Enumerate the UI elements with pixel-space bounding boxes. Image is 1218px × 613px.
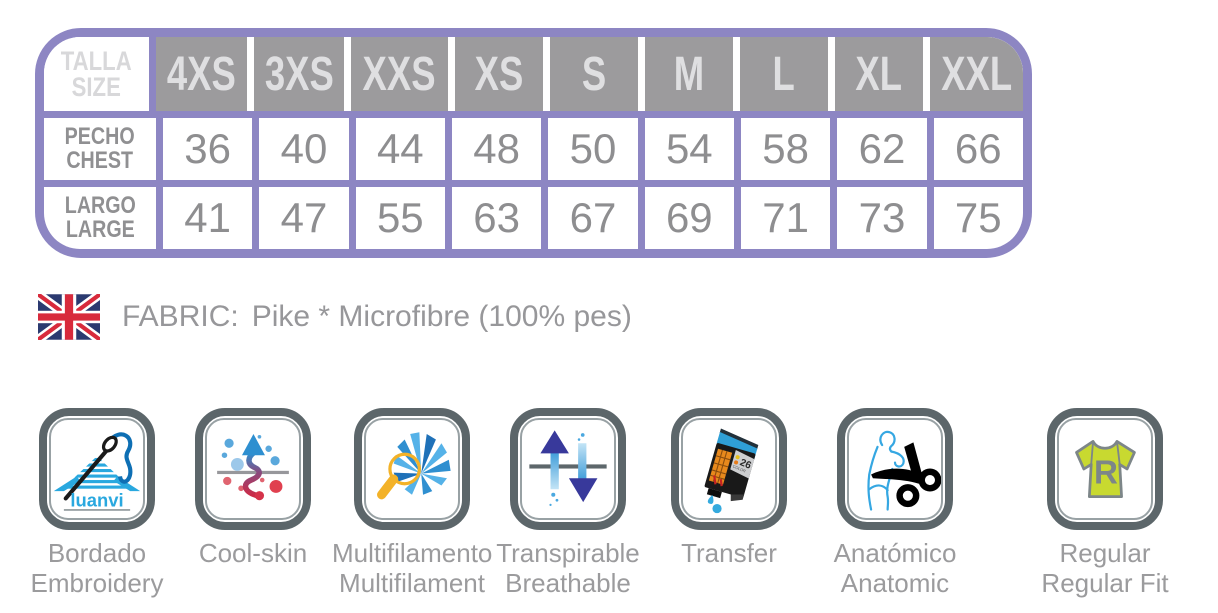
size-header-4xs: 4XS — [156, 37, 247, 111]
corner-label: TALLA SIZE — [61, 45, 132, 102]
feature-regular-fit: R Regular Regular Fit — [1025, 408, 1185, 598]
feature-label: Cool-skin — [198, 538, 308, 568]
size-header-xs: XS — [454, 37, 543, 111]
length-label-en: LARGE — [65, 216, 135, 243]
length-value: 73 — [837, 187, 927, 249]
feature-embroidery: luanvi Bordado Embroidery — [17, 408, 177, 598]
anatomic-scissors-icon — [837, 408, 953, 530]
chest-row-label-cell: PECHO CHEST — [44, 118, 156, 180]
shirt-r-letter: R — [1094, 455, 1118, 492]
feature-label: Transpirable Breathable — [496, 538, 640, 599]
chest-value: 58 — [740, 118, 831, 180]
length-value: 47 — [259, 187, 349, 249]
regular-fit-shirt-icon: R — [1047, 408, 1163, 530]
length-value: 71 — [740, 187, 831, 249]
length-row-label: LARGO LARGE — [64, 194, 135, 241]
chest-value: 54 — [644, 118, 734, 180]
size-header-l: L — [739, 37, 828, 111]
size-header-s: S — [549, 37, 638, 111]
length-row: LARGO LARGE 41 47 55 63 67 69 71 73 75 — [44, 187, 1023, 249]
chest-value: 36 — [163, 118, 253, 180]
table-header-row: TALLA SIZE 4XS 3XS XXS XS S M L XL XXL — [44, 37, 1023, 111]
length-value: 67 — [548, 187, 638, 249]
length-value: 69 — [644, 187, 734, 249]
size-header-xl: XL — [834, 37, 923, 111]
size-chart-table-inner: TALLA SIZE 4XS 3XS XXS XS S M L XL XXL — [44, 37, 1023, 249]
table-corner-cell: TALLA SIZE — [44, 37, 156, 111]
feature-label: Multifilamento Multifilament — [332, 538, 493, 599]
feature-anatomic: Anatómico Anatomic — [815, 408, 975, 598]
transfer-ink-cartridge-icon: 26 COLOR — [671, 408, 787, 530]
chest-value: 62 — [837, 118, 927, 180]
cartridge-color-text: COLOR — [732, 465, 746, 474]
embroidery-needle-icon: luanvi — [39, 408, 155, 530]
chest-row: PECHO CHEST 36 40 44 48 50 54 58 62 66 — [44, 118, 1023, 180]
cool-skin-icon — [195, 408, 311, 530]
corner-label-es: TALLA — [61, 45, 132, 76]
length-label-es: LARGO — [64, 192, 136, 220]
feature-label: Transfer — [681, 538, 777, 568]
feature-label: Regular Regular Fit — [1041, 538, 1169, 599]
chest-value: 66 — [933, 118, 1023, 180]
chest-label-es: PECHO — [64, 123, 135, 151]
cartridge-number-text: 26 — [738, 457, 753, 472]
feature-transfer: 26 COLOR Transfer — [649, 408, 809, 568]
size-header-xxs: XXS — [351, 37, 448, 111]
length-row-label-cell: LARGO LARGE — [44, 187, 156, 249]
uk-flag-icon — [38, 294, 100, 340]
fabric-value: Pike * Microfibre (100% pes) — [251, 300, 632, 333]
chest-value: 40 — [259, 118, 349, 180]
chest-row-label: PECHO CHEST — [65, 125, 135, 172]
feature-label: Anatómico Anatomic — [833, 538, 957, 599]
size-header-xxl: XXL — [929, 37, 1023, 111]
length-value: 63 — [451, 187, 542, 249]
multifilament-magnifier-icon — [354, 408, 470, 530]
size-chart-table: TALLA SIZE 4XS 3XS XXS XS S M L XL XXL — [35, 28, 1032, 258]
feature-icons-row: luanvi Bordado Embroidery — [0, 408, 1218, 608]
size-header-m: M — [644, 37, 733, 111]
length-value: 55 — [355, 187, 445, 249]
chest-value: 50 — [548, 118, 638, 180]
fabric-line: FABRIC: Pike * Microfibre (100% pes) — [38, 294, 632, 340]
size-header-cells: 4XS 3XS XXS XS S M L XL XXL — [156, 37, 1023, 111]
chest-value: 48 — [451, 118, 542, 180]
length-value: 75 — [933, 187, 1023, 249]
fabric-label: FABRIC: — [122, 300, 239, 333]
length-value: 41 — [163, 187, 253, 249]
size-header-3xs: 3XS — [253, 37, 345, 111]
feature-multifilament: Multifilamento Multifilament — [332, 408, 492, 598]
feature-breathable: Transpirable Breathable — [488, 408, 648, 598]
feature-label: Bordado Embroidery — [30, 538, 164, 599]
chest-label-en: CHEST — [66, 147, 134, 174]
corner-label-en: SIZE — [71, 72, 122, 102]
chest-value: 44 — [355, 118, 445, 180]
fabric-text: FABRIC: Pike * Microfibre (100% pes) — [122, 300, 632, 334]
feature-cool-skin: Cool-skin — [173, 408, 333, 568]
luanvi-logo-text: luanvi — [70, 490, 123, 511]
breathable-arrows-icon — [510, 408, 626, 530]
